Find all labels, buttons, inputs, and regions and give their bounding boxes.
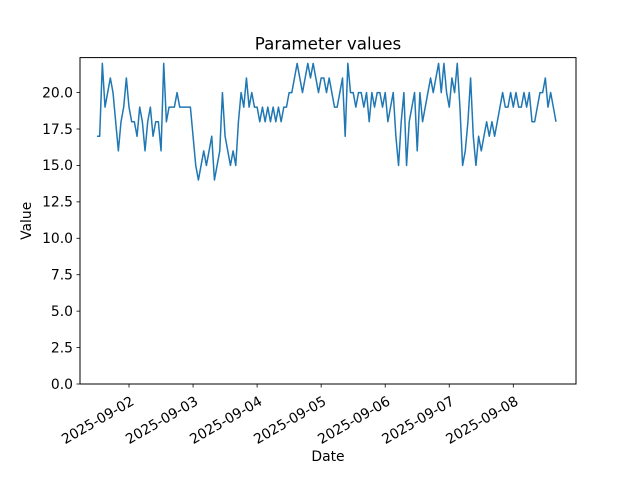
chart-title: Parameter values [255,34,401,54]
x-tick-label: 2025-09-08 [443,394,521,448]
y-axis: 0.0 2.5 5.0 7.5 10.0 12.5 15.0 17.5 20.0 [42,85,80,393]
y-tick-label: 5.0 [51,304,73,320]
series-line [97,62,557,181]
y-tick-label: 2.5 [51,340,73,356]
y-tick-label: 12.5 [42,195,73,211]
plot-area [80,57,576,384]
y-tick-label: 7.5 [51,268,73,284]
y-axis-label: Value [19,202,35,240]
y-tick-label: 20.0 [42,85,73,101]
y-tick-label: 15.0 [42,158,73,174]
x-axis: 2025-09-022025-09-032025-09-042025-09-05… [59,384,521,448]
plot-border [79,57,577,385]
x-axis-label: Date [311,449,344,465]
y-tick-label: 10.0 [42,231,73,247]
y-tick-label: 17.5 [42,122,73,138]
y-tick-label: 0.0 [51,377,73,393]
